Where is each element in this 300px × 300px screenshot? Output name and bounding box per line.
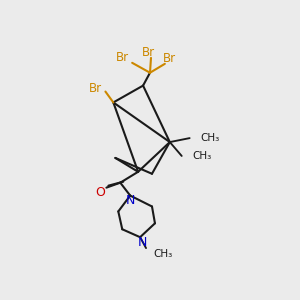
Text: CH₃: CH₃	[153, 249, 172, 259]
Text: O: O	[95, 186, 105, 199]
Text: Br: Br	[89, 82, 102, 95]
Text: Br: Br	[163, 52, 176, 65]
Text: N: N	[137, 236, 147, 249]
Text: Br: Br	[116, 51, 129, 64]
Text: CH₃: CH₃	[200, 133, 220, 143]
Text: Br: Br	[142, 46, 154, 59]
Text: CH₃: CH₃	[193, 151, 212, 161]
Text: N: N	[125, 194, 135, 207]
